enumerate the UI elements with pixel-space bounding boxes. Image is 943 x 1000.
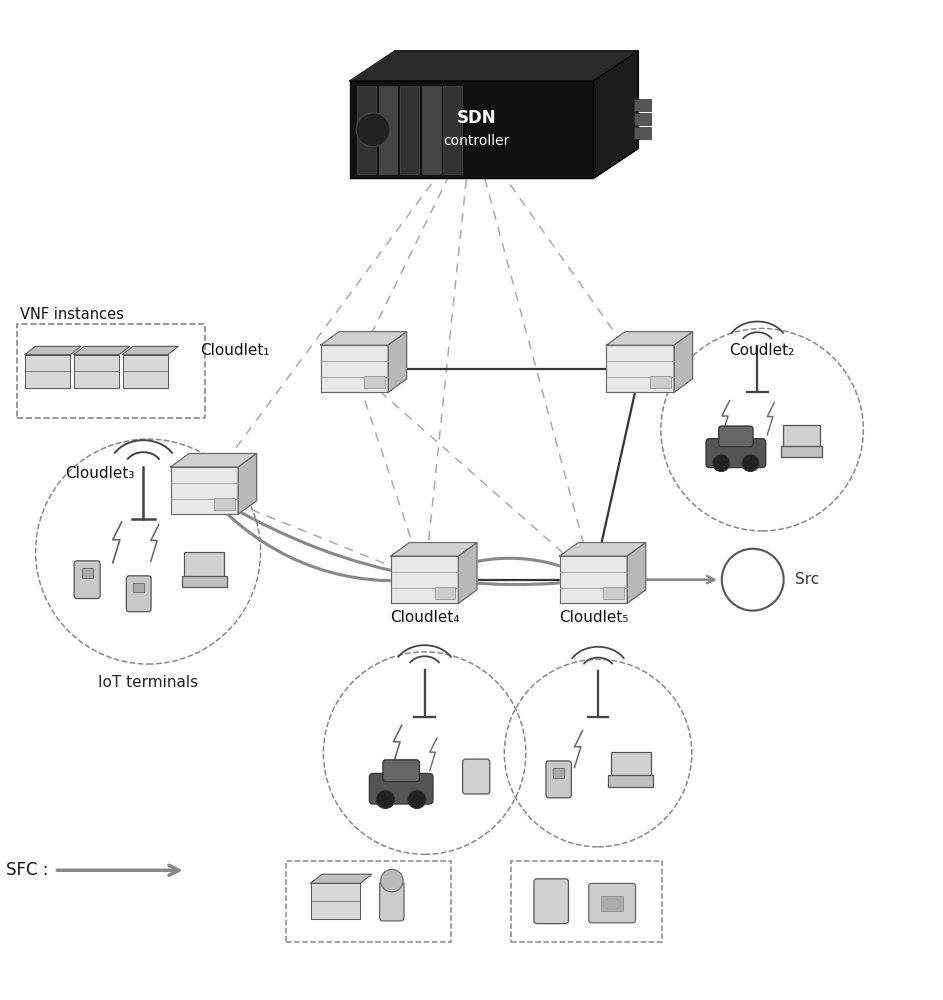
Bar <box>134 583 144 592</box>
FancyBboxPatch shape <box>370 773 433 804</box>
FancyBboxPatch shape <box>383 760 420 782</box>
Polygon shape <box>311 883 360 919</box>
Bar <box>634 127 651 139</box>
Text: controller: controller <box>443 134 509 148</box>
Bar <box>634 113 651 125</box>
Bar <box>82 568 92 578</box>
Polygon shape <box>391 543 477 556</box>
Text: Cloudlet₄: Cloudlet₄ <box>389 610 459 625</box>
Polygon shape <box>25 346 81 355</box>
Bar <box>357 86 376 174</box>
Text: SDN: SDN <box>456 109 496 127</box>
Bar <box>604 587 623 599</box>
Bar <box>214 498 235 510</box>
Polygon shape <box>74 355 119 388</box>
Polygon shape <box>123 346 178 355</box>
Bar <box>651 376 670 388</box>
FancyBboxPatch shape <box>783 425 820 449</box>
Bar <box>435 587 455 599</box>
Circle shape <box>381 869 403 892</box>
Bar <box>364 376 385 388</box>
Polygon shape <box>238 454 256 514</box>
Polygon shape <box>458 543 477 603</box>
Polygon shape <box>123 355 168 388</box>
Polygon shape <box>25 355 71 388</box>
Circle shape <box>407 790 426 809</box>
Circle shape <box>742 455 759 472</box>
Polygon shape <box>321 332 406 345</box>
Text: Cloudlet₅: Cloudlet₅ <box>558 610 628 625</box>
FancyArrowPatch shape <box>207 492 587 585</box>
Bar <box>379 86 397 174</box>
Polygon shape <box>559 556 627 603</box>
Polygon shape <box>311 874 372 883</box>
FancyBboxPatch shape <box>608 775 653 787</box>
Text: Cloudlet₁: Cloudlet₁ <box>201 343 270 358</box>
Bar <box>554 768 564 778</box>
Circle shape <box>721 549 784 611</box>
FancyArrowPatch shape <box>207 493 419 585</box>
Bar <box>443 86 462 174</box>
FancyBboxPatch shape <box>546 761 571 798</box>
FancyBboxPatch shape <box>126 576 151 612</box>
Bar <box>601 896 623 911</box>
FancyBboxPatch shape <box>611 752 651 778</box>
FancyBboxPatch shape <box>182 576 226 587</box>
Polygon shape <box>606 332 692 345</box>
FancyBboxPatch shape <box>706 439 766 468</box>
Polygon shape <box>171 467 238 514</box>
Circle shape <box>376 790 394 809</box>
Polygon shape <box>593 51 638 178</box>
FancyBboxPatch shape <box>184 552 224 578</box>
Polygon shape <box>627 543 646 603</box>
FancyBboxPatch shape <box>588 883 636 923</box>
Bar <box>400 86 419 174</box>
FancyBboxPatch shape <box>74 561 100 599</box>
Text: Cloudlet₃: Cloudlet₃ <box>65 466 134 481</box>
Polygon shape <box>350 81 593 178</box>
Polygon shape <box>74 346 129 355</box>
Polygon shape <box>559 543 646 556</box>
Polygon shape <box>674 332 692 392</box>
Bar <box>634 99 651 111</box>
FancyBboxPatch shape <box>380 882 404 921</box>
Polygon shape <box>389 332 406 392</box>
FancyArrowPatch shape <box>632 576 715 583</box>
Text: IoT terminals: IoT terminals <box>98 675 198 690</box>
Text: VNF instances: VNF instances <box>20 307 124 322</box>
FancyArrowPatch shape <box>427 558 587 578</box>
Polygon shape <box>606 345 674 392</box>
Polygon shape <box>350 51 638 81</box>
Bar <box>422 86 440 174</box>
FancyBboxPatch shape <box>719 426 753 447</box>
FancyBboxPatch shape <box>534 879 569 924</box>
Text: SFC :: SFC : <box>6 861 48 879</box>
Polygon shape <box>391 556 458 603</box>
Circle shape <box>356 113 390 147</box>
Polygon shape <box>171 454 256 467</box>
Polygon shape <box>321 345 389 392</box>
Circle shape <box>713 455 730 472</box>
FancyBboxPatch shape <box>781 446 822 457</box>
Text: Src: Src <box>795 572 819 587</box>
FancyBboxPatch shape <box>463 759 489 794</box>
Text: Coudlet₂: Coudlet₂ <box>729 343 795 358</box>
